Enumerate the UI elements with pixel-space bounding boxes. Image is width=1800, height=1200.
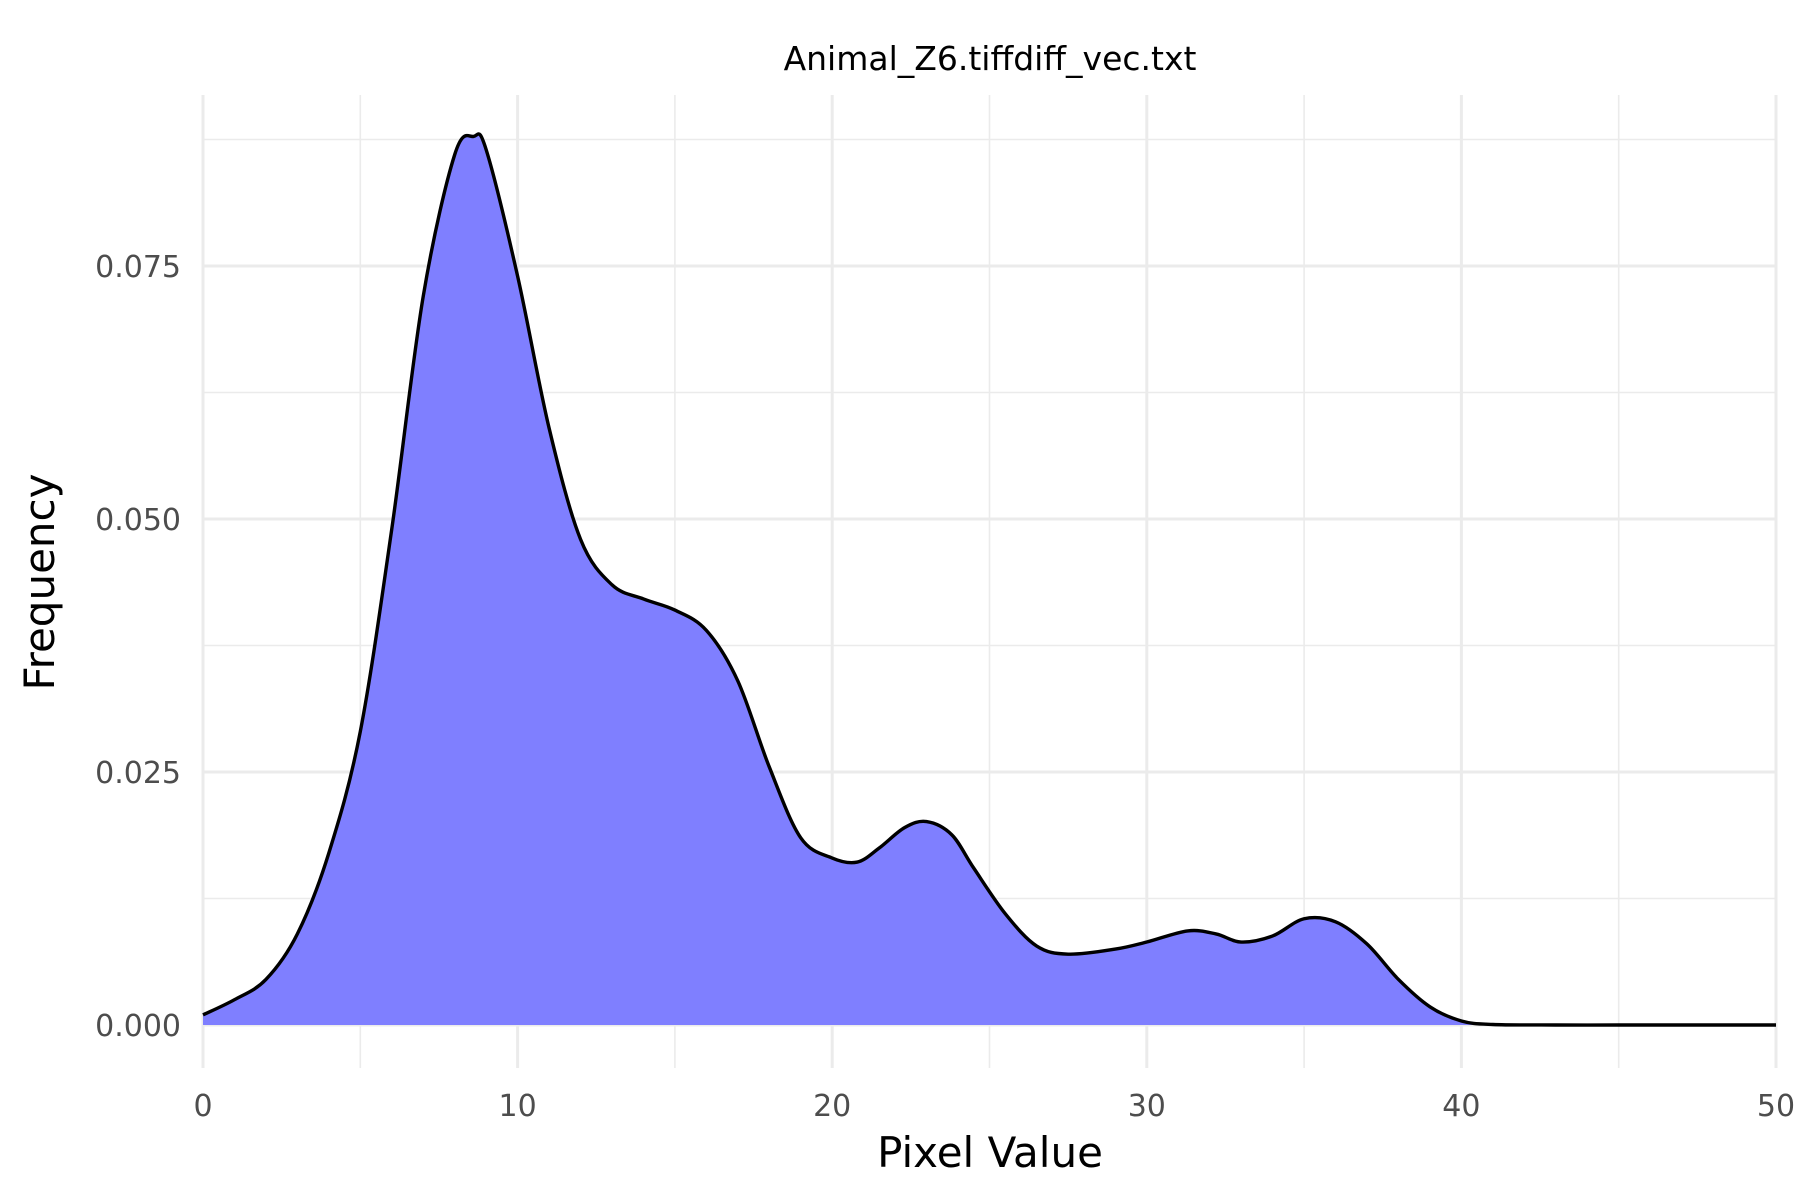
- y-tick-label: 0.075: [95, 250, 181, 285]
- x-tick-label: 10: [499, 1089, 537, 1124]
- y-axis-title: Frequency: [15, 474, 64, 691]
- y-tick-label: 0.000: [95, 1009, 181, 1044]
- density-area-layer: [202, 132, 1776, 1027]
- x-tick-label: 0: [193, 1089, 212, 1124]
- x-axis-ticks: 0 10 20 30 40 50: [193, 1089, 1795, 1124]
- y-tick-label: 0.025: [95, 756, 181, 791]
- x-tick-label: 20: [813, 1089, 851, 1124]
- x-tick-label: 40: [1442, 1089, 1480, 1124]
- chart-title: Animal_Z6.tiffdiff_vec.txt: [784, 39, 1197, 78]
- x-axis-title: Pixel Value: [877, 1128, 1103, 1177]
- x-tick-label: 30: [1128, 1089, 1166, 1124]
- y-tick-label: 0.050: [95, 503, 181, 538]
- x-tick-label: 50: [1757, 1089, 1795, 1124]
- density-curve-line: [202, 132, 1776, 1027]
- density-area-fill: [203, 133, 1776, 1026]
- y-axis-ticks: 0.000 0.025 0.050 0.075: [95, 250, 181, 1044]
